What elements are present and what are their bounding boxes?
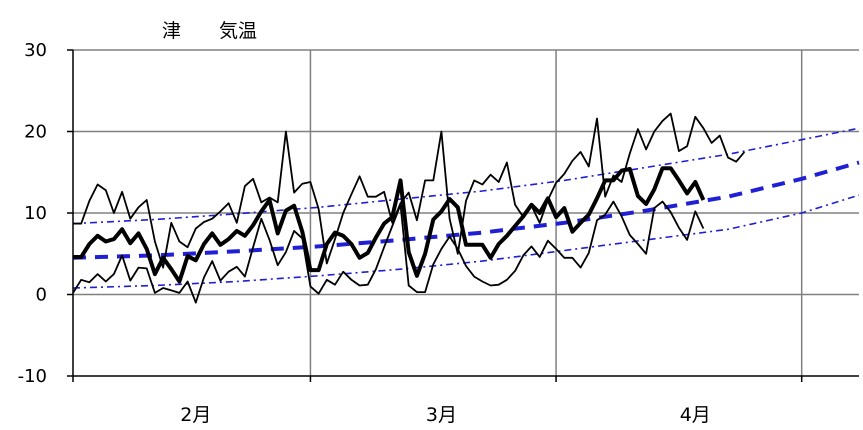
series-line-normal-max [72,127,860,225]
x-tick-label: 2月 [180,404,211,426]
y-tick-label: 10 [24,203,47,224]
axes [67,49,859,382]
x-axis-ticks: 2月 3月 4月 [180,404,711,426]
series-line-mean [73,166,706,284]
y-tick-label: 0 [36,285,47,306]
y-tick-label: 30 [24,40,47,61]
y-tick-label: 20 [24,122,47,143]
gridlines [73,49,859,376]
y-axis-ticks: 30 20 10 0 -10 [18,40,47,387]
series-line-normal-min [72,194,860,289]
series-line-min [72,200,705,304]
x-tick-label: 3月 [426,404,457,426]
normal-series [72,127,860,289]
x-tick-label: 4月 [680,404,711,426]
y-tick-label: -10 [18,366,47,387]
chart-title: 津 気温 [162,20,257,42]
series-line-max [73,112,746,269]
series-line-normal-mean [72,160,860,260]
observed-series [72,112,746,304]
